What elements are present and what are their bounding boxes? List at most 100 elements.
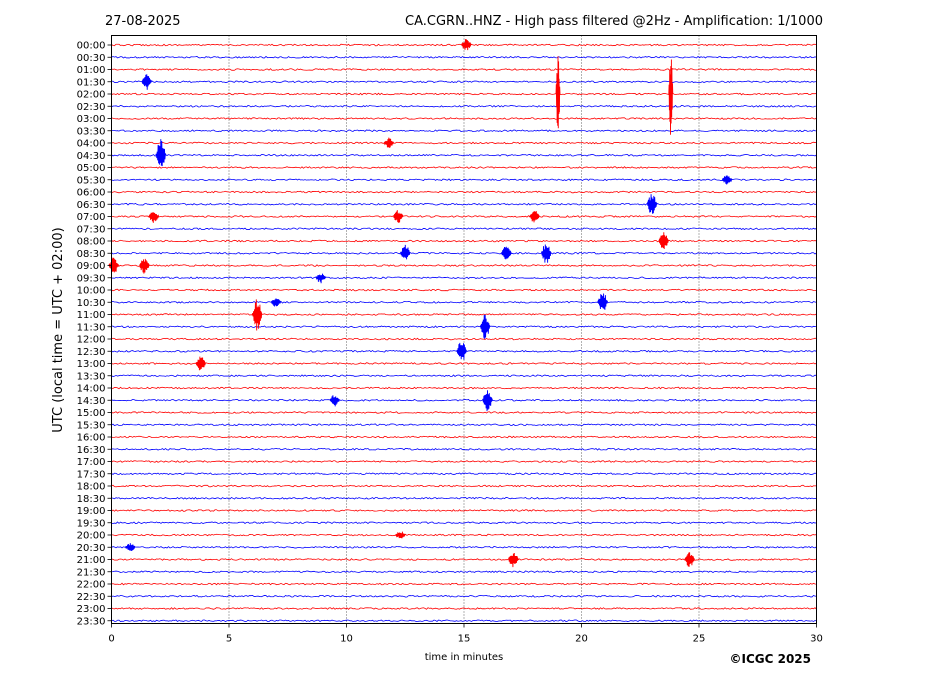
y-tick-label: 21:30 bbox=[77, 567, 106, 578]
x-tick-label: 10 bbox=[340, 634, 353, 645]
y-tick-label: 04:30 bbox=[77, 151, 106, 162]
y-tick-label: 07:00 bbox=[77, 212, 106, 223]
trace-line bbox=[111, 423, 817, 427]
y-tick-label: 17:00 bbox=[77, 457, 106, 468]
trace-line bbox=[111, 509, 817, 512]
y-tick-label: 09:30 bbox=[77, 273, 106, 284]
trace-line bbox=[111, 276, 817, 280]
event-waveform bbox=[668, 59, 674, 135]
event-waveform bbox=[507, 552, 519, 568]
y-tick-label: 19:00 bbox=[77, 506, 106, 517]
trace-line bbox=[111, 607, 817, 610]
trace-line bbox=[111, 496, 817, 500]
event-waveform bbox=[155, 139, 167, 167]
event-waveform bbox=[399, 244, 411, 260]
trace-line bbox=[111, 190, 817, 194]
y-tick-label: 03:30 bbox=[77, 126, 106, 137]
event-waveform bbox=[721, 175, 733, 185]
trace-line bbox=[111, 545, 817, 549]
plot-frame bbox=[111, 35, 817, 624]
trace-line bbox=[111, 55, 817, 59]
y-tick-label: 15:00 bbox=[77, 408, 106, 419]
y-tick-label: 22:30 bbox=[77, 592, 106, 603]
y-tick-label: 13:30 bbox=[77, 371, 106, 382]
trace-line bbox=[111, 521, 817, 525]
y-tick-label: 06:00 bbox=[77, 188, 106, 199]
y-tick-label: 12:30 bbox=[77, 347, 106, 358]
event-waveform bbox=[148, 212, 160, 223]
event-waveform bbox=[555, 56, 561, 129]
y-tick-label: 01:00 bbox=[77, 65, 106, 76]
copyright-label: ©ICGC 2025 bbox=[729, 652, 811, 666]
y-tick-label: 16:00 bbox=[77, 433, 106, 444]
trace-line bbox=[111, 104, 817, 108]
y-tick-label: 14:30 bbox=[77, 396, 106, 407]
y-tick-label: 01:30 bbox=[77, 77, 106, 88]
event-waveform bbox=[482, 390, 493, 412]
y-axis-label: UTC (local time = UTC + 02:00) bbox=[51, 227, 66, 432]
y-tick-label: 13:00 bbox=[77, 359, 106, 370]
event-waveform bbox=[456, 342, 468, 360]
event-waveform bbox=[597, 293, 609, 310]
y-tick-label: 00:00 bbox=[77, 41, 106, 52]
trace-line bbox=[111, 153, 817, 157]
event-waveform bbox=[195, 356, 207, 371]
y-tick-label: 03:00 bbox=[77, 114, 106, 125]
trace-line bbox=[111, 362, 817, 365]
trace-line bbox=[111, 251, 817, 255]
trace-line bbox=[111, 239, 817, 243]
x-axis-label: time in minutes bbox=[425, 652, 504, 663]
x-tick-label: 15 bbox=[458, 634, 471, 645]
trace-line bbox=[111, 264, 817, 267]
y-tick-label: 20:00 bbox=[77, 531, 106, 542]
trace-line bbox=[111, 129, 817, 133]
x-tick-label: 20 bbox=[575, 634, 588, 645]
y-tick-label: 11:00 bbox=[77, 310, 106, 321]
date-label: 27-08-2025 bbox=[105, 14, 181, 29]
event-waveform bbox=[270, 298, 282, 307]
y-tick-label: 05:00 bbox=[77, 163, 106, 174]
event-waveform bbox=[479, 314, 491, 340]
y-tick-label: 20:30 bbox=[77, 543, 106, 554]
x-tick-label: 30 bbox=[810, 634, 823, 645]
y-tick-label: 19:30 bbox=[77, 518, 106, 529]
event-waveform bbox=[108, 257, 120, 273]
trace-line bbox=[111, 227, 817, 231]
trace-line bbox=[111, 300, 817, 304]
y-tick-label: 07:30 bbox=[77, 224, 106, 235]
trace-line bbox=[111, 411, 817, 414]
event-waveform bbox=[315, 273, 327, 284]
y-tick-label: 09:00 bbox=[77, 261, 106, 272]
y-tick-label: 11:30 bbox=[77, 322, 106, 333]
chart-title: CA.CGRN..HNZ - High pass filtered @2Hz -… bbox=[405, 14, 823, 29]
y-tick-label: 10:30 bbox=[77, 298, 106, 309]
trace-line bbox=[111, 313, 817, 316]
y-tick-label: 18:30 bbox=[77, 494, 106, 505]
event-waveform bbox=[500, 246, 512, 260]
trace-line bbox=[111, 619, 817, 623]
y-tick-label: 18:00 bbox=[77, 482, 106, 493]
trace-line bbox=[111, 447, 817, 451]
trace-line bbox=[111, 374, 817, 378]
event-waveform bbox=[124, 543, 136, 552]
trace-line bbox=[111, 570, 817, 574]
event-waveform bbox=[658, 232, 670, 250]
y-tick-label: 17:30 bbox=[77, 469, 106, 480]
y-tick-label: 10:00 bbox=[77, 286, 106, 297]
trace-line bbox=[111, 460, 817, 463]
event-waveform bbox=[540, 244, 552, 263]
trace-line bbox=[111, 594, 817, 598]
event-waveform bbox=[329, 395, 341, 407]
x-axis-ticks: 0 5 10 15 20 25 30 bbox=[108, 623, 823, 645]
trace-line bbox=[111, 92, 817, 96]
trace-line bbox=[111, 558, 817, 561]
y-tick-label: 00:30 bbox=[77, 53, 106, 64]
x-tick-label: 0 bbox=[108, 634, 114, 645]
trace-line bbox=[111, 484, 817, 488]
event-waveform bbox=[383, 137, 395, 148]
y-tick-label: 02:00 bbox=[77, 90, 106, 101]
trace-line bbox=[111, 337, 817, 341]
trace-line bbox=[111, 141, 817, 145]
